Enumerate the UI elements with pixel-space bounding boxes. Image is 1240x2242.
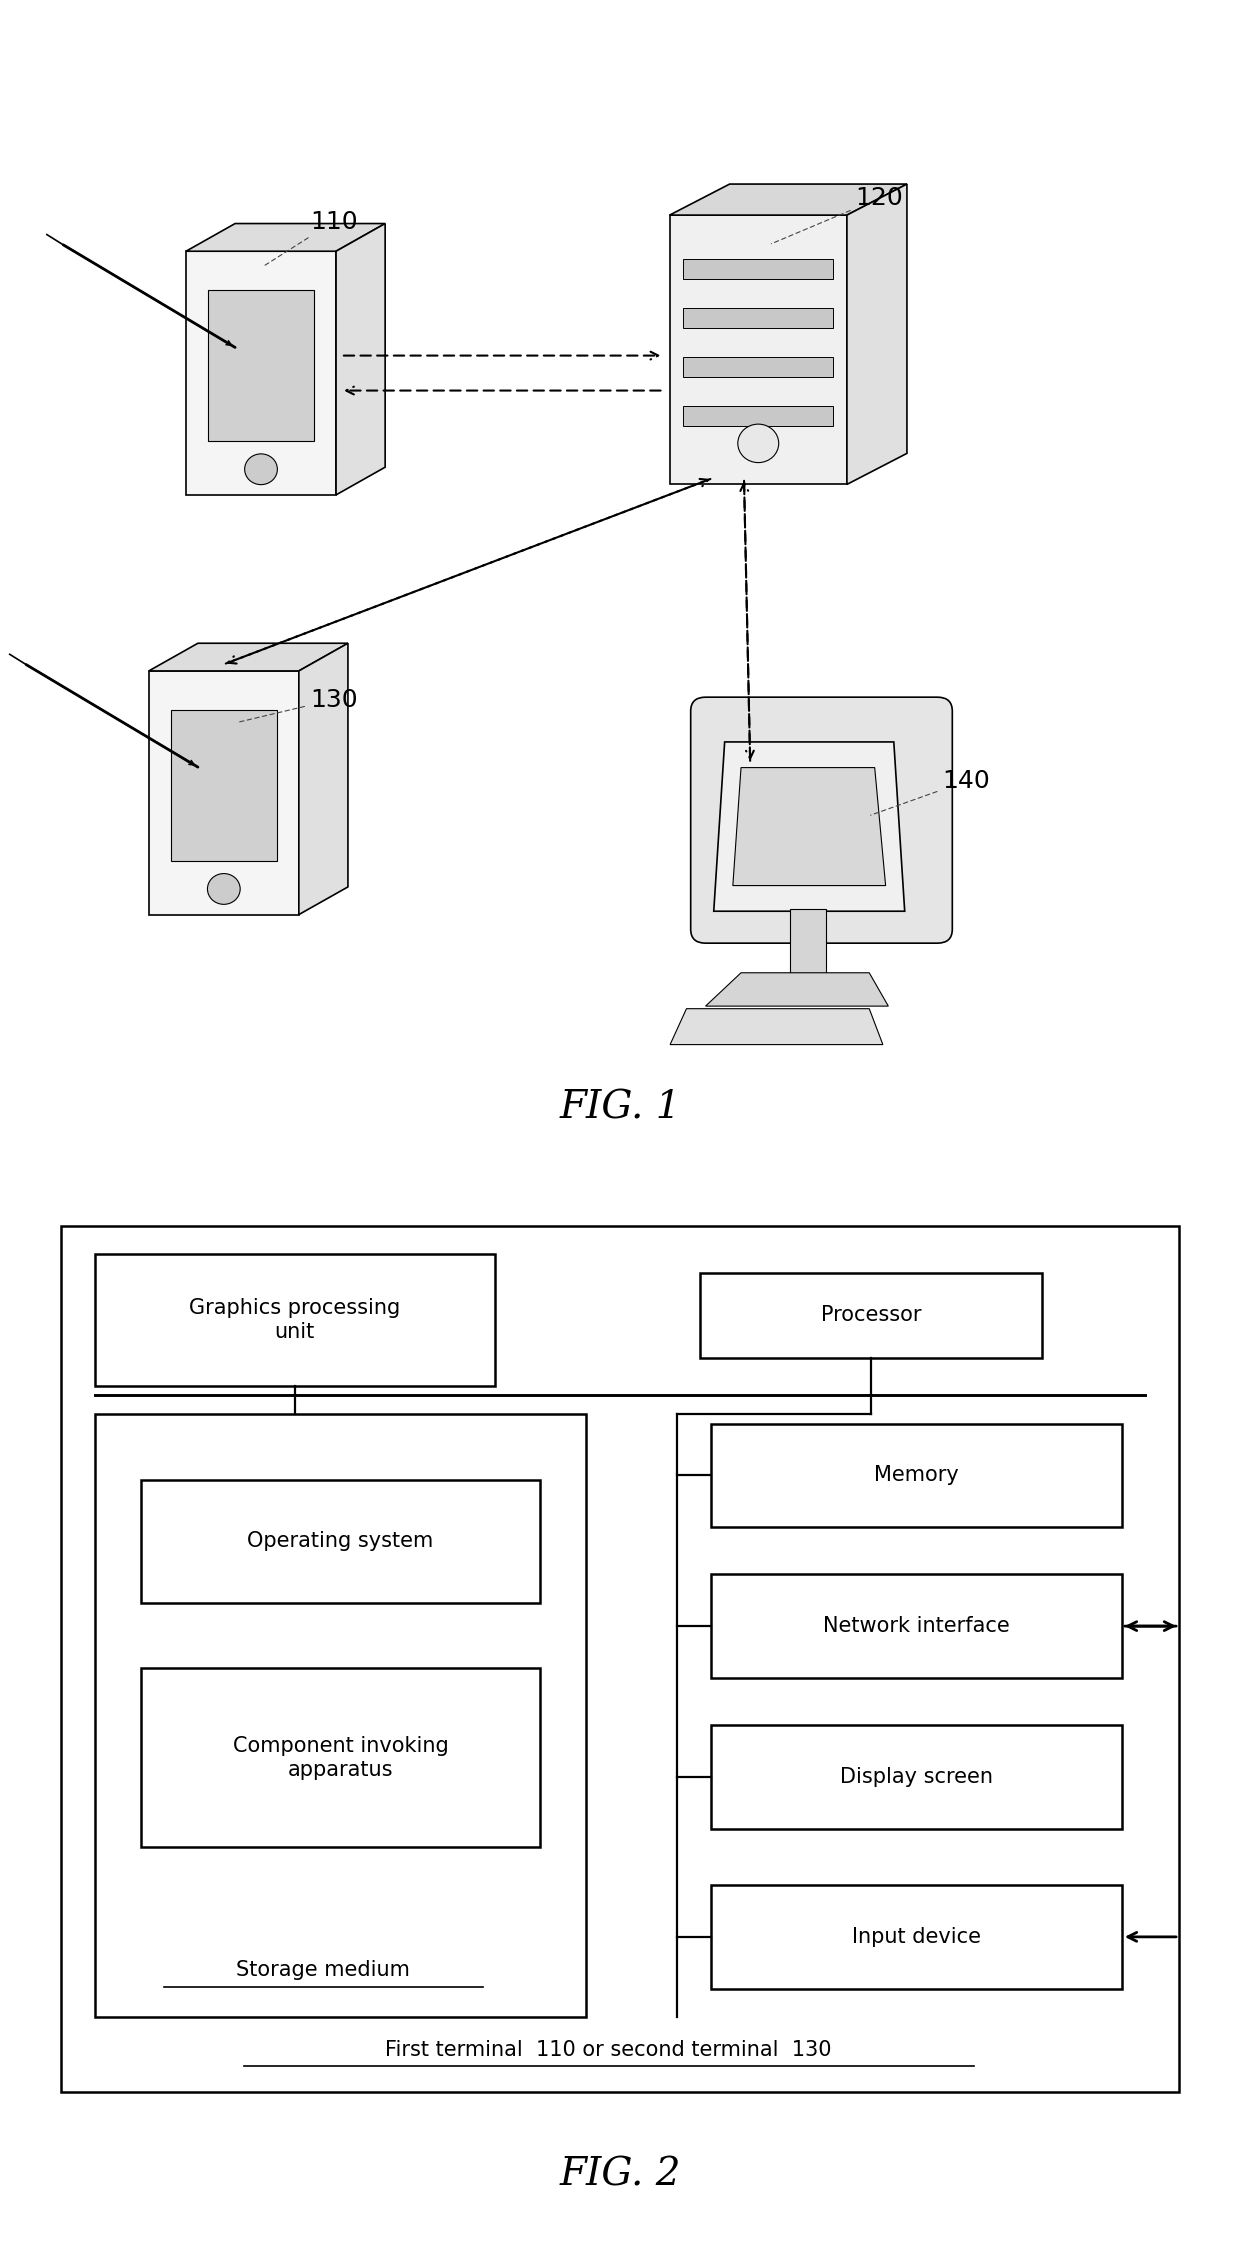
Polygon shape	[670, 1009, 883, 1045]
Text: Processor: Processor	[821, 1305, 921, 1325]
Text: First terminal  110 or second terminal  130: First terminal 110 or second terminal 13…	[386, 2040, 832, 2060]
Text: FIG. 2: FIG. 2	[559, 2157, 681, 2193]
Polygon shape	[186, 251, 336, 495]
Bar	[790, 908, 826, 973]
Bar	[208, 289, 314, 442]
Polygon shape	[149, 643, 348, 670]
Circle shape	[738, 424, 779, 462]
FancyBboxPatch shape	[712, 1424, 1122, 1527]
Bar	[683, 258, 833, 280]
Polygon shape	[670, 215, 847, 484]
Polygon shape	[149, 670, 299, 915]
Polygon shape	[299, 643, 348, 915]
Bar	[171, 708, 277, 861]
Polygon shape	[706, 973, 888, 1007]
Text: 130: 130	[238, 688, 357, 722]
Bar	[683, 307, 833, 327]
FancyBboxPatch shape	[712, 1724, 1122, 1829]
Text: Operating system: Operating system	[247, 1531, 434, 1551]
Polygon shape	[670, 184, 906, 215]
FancyBboxPatch shape	[141, 1668, 541, 1847]
Text: 140: 140	[870, 769, 991, 816]
Text: Memory: Memory	[874, 1466, 959, 1486]
Text: 110: 110	[263, 209, 357, 267]
Text: Component invoking
apparatus: Component invoking apparatus	[233, 1735, 449, 1780]
Bar	[683, 356, 833, 377]
Text: FIG. 1: FIG. 1	[559, 1090, 681, 1125]
FancyBboxPatch shape	[95, 1253, 495, 1386]
Text: 120: 120	[771, 186, 904, 244]
Circle shape	[244, 453, 278, 484]
Polygon shape	[847, 184, 906, 484]
FancyBboxPatch shape	[95, 1415, 585, 2018]
Text: Storage medium: Storage medium	[237, 1960, 410, 1980]
Text: Graphics processing
unit: Graphics processing unit	[190, 1298, 401, 1341]
FancyBboxPatch shape	[61, 1226, 1179, 2092]
Polygon shape	[186, 224, 386, 251]
Text: Input device: Input device	[852, 1926, 981, 1946]
Bar	[683, 406, 833, 426]
Circle shape	[207, 874, 241, 904]
Text: Network interface: Network interface	[823, 1616, 1011, 1637]
Polygon shape	[714, 742, 905, 910]
FancyBboxPatch shape	[699, 1273, 1042, 1359]
Polygon shape	[733, 767, 885, 886]
Polygon shape	[336, 224, 386, 495]
FancyBboxPatch shape	[141, 1480, 541, 1603]
FancyBboxPatch shape	[691, 697, 952, 944]
FancyBboxPatch shape	[712, 1886, 1122, 1989]
Text: Display screen: Display screen	[841, 1767, 993, 1787]
FancyBboxPatch shape	[712, 1574, 1122, 1677]
